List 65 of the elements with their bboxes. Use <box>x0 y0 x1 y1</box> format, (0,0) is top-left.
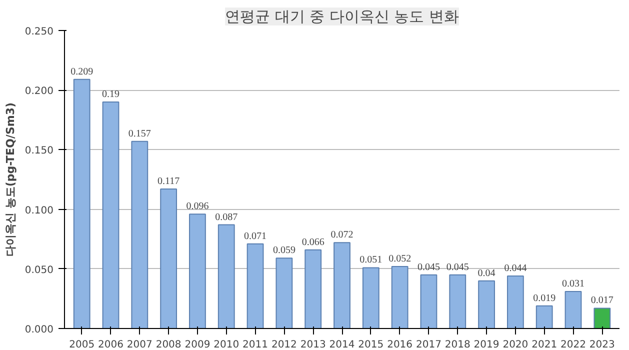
bar <box>102 102 120 328</box>
data-label: 0.04 <box>478 268 496 279</box>
x-tick-label: 2019 <box>474 340 500 350</box>
x-tick-label: 2010 <box>214 340 240 350</box>
bar <box>391 266 408 328</box>
data-label: 0.031 <box>562 278 584 290</box>
bar <box>594 308 611 328</box>
y-tick-label: 0.200 <box>24 86 54 98</box>
bar <box>160 188 178 328</box>
x-tick-label: 2020 <box>502 340 528 350</box>
data-label: 0.071 <box>244 230 267 242</box>
x-tick-label: 2016 <box>387 340 413 350</box>
y-tick-label: 0.150 <box>24 146 54 157</box>
bar <box>131 140 148 328</box>
bar <box>304 249 322 328</box>
bar <box>506 276 524 328</box>
x-tick-label: 2017 <box>416 340 442 350</box>
bar <box>449 274 466 328</box>
y-tick-label: 0.100 <box>24 205 54 216</box>
x-tick-label: 2012 <box>271 340 297 350</box>
data-label: 0.017 <box>590 295 614 306</box>
data-label: 0.045 <box>446 262 469 273</box>
bar <box>420 274 438 328</box>
x-tick-label: 2011 <box>242 340 268 350</box>
y-tick-label: 0.000 <box>24 324 54 336</box>
x-tick-label: 2009 <box>184 340 210 350</box>
bar <box>73 78 90 328</box>
data-label: 0.051 <box>360 254 382 266</box>
x-tick-label: 2006 <box>98 340 124 350</box>
x-tick-label: 2008 <box>156 340 182 350</box>
chart-title: 연평균 대기 중 다이옥신 농도 변화 <box>225 8 459 26</box>
x-tick-label: 2005 <box>69 340 95 350</box>
y-tick-label: 0.050 <box>24 264 54 276</box>
x-tick-label: 2023 <box>589 340 615 350</box>
bar <box>189 214 206 328</box>
data-label: 0.019 <box>533 292 556 304</box>
bar <box>564 291 582 328</box>
bar <box>478 280 495 328</box>
data-label: 0.19 <box>102 89 120 100</box>
bar <box>536 305 553 328</box>
y-axis-title: 다이옥신 농도(pg-TEQ/Sm3) <box>4 102 17 257</box>
x-tick-label: 2021 <box>532 340 558 350</box>
data-label: 0.096 <box>186 201 209 212</box>
data-label: 0.117 <box>158 176 180 188</box>
x-tick-label: 2018 <box>444 340 470 350</box>
x-tick-label: 2015 <box>358 340 384 350</box>
bar <box>362 267 380 328</box>
data-label: 0.044 <box>504 263 527 274</box>
y-tick-label: 0.250 <box>24 26 54 38</box>
bar <box>246 243 264 328</box>
x-tick-label: 2007 <box>126 340 152 350</box>
data-label: 0.087 <box>215 212 238 223</box>
x-tick-label: 2022 <box>560 340 586 350</box>
data-label: 0.066 <box>302 236 324 248</box>
data-label: 0.209 <box>70 66 94 78</box>
data-label: 0.072 <box>330 230 354 241</box>
data-label: 0.157 <box>128 128 151 140</box>
bar <box>218 224 235 328</box>
bar <box>276 258 293 328</box>
bar <box>334 242 350 328</box>
x-tick-label: 2013 <box>300 340 326 350</box>
data-label: 0.052 <box>388 254 412 265</box>
data-label: 0.045 <box>417 262 440 273</box>
x-tick-label: 2014 <box>329 340 355 350</box>
data-label: 0.059 <box>272 245 296 256</box>
